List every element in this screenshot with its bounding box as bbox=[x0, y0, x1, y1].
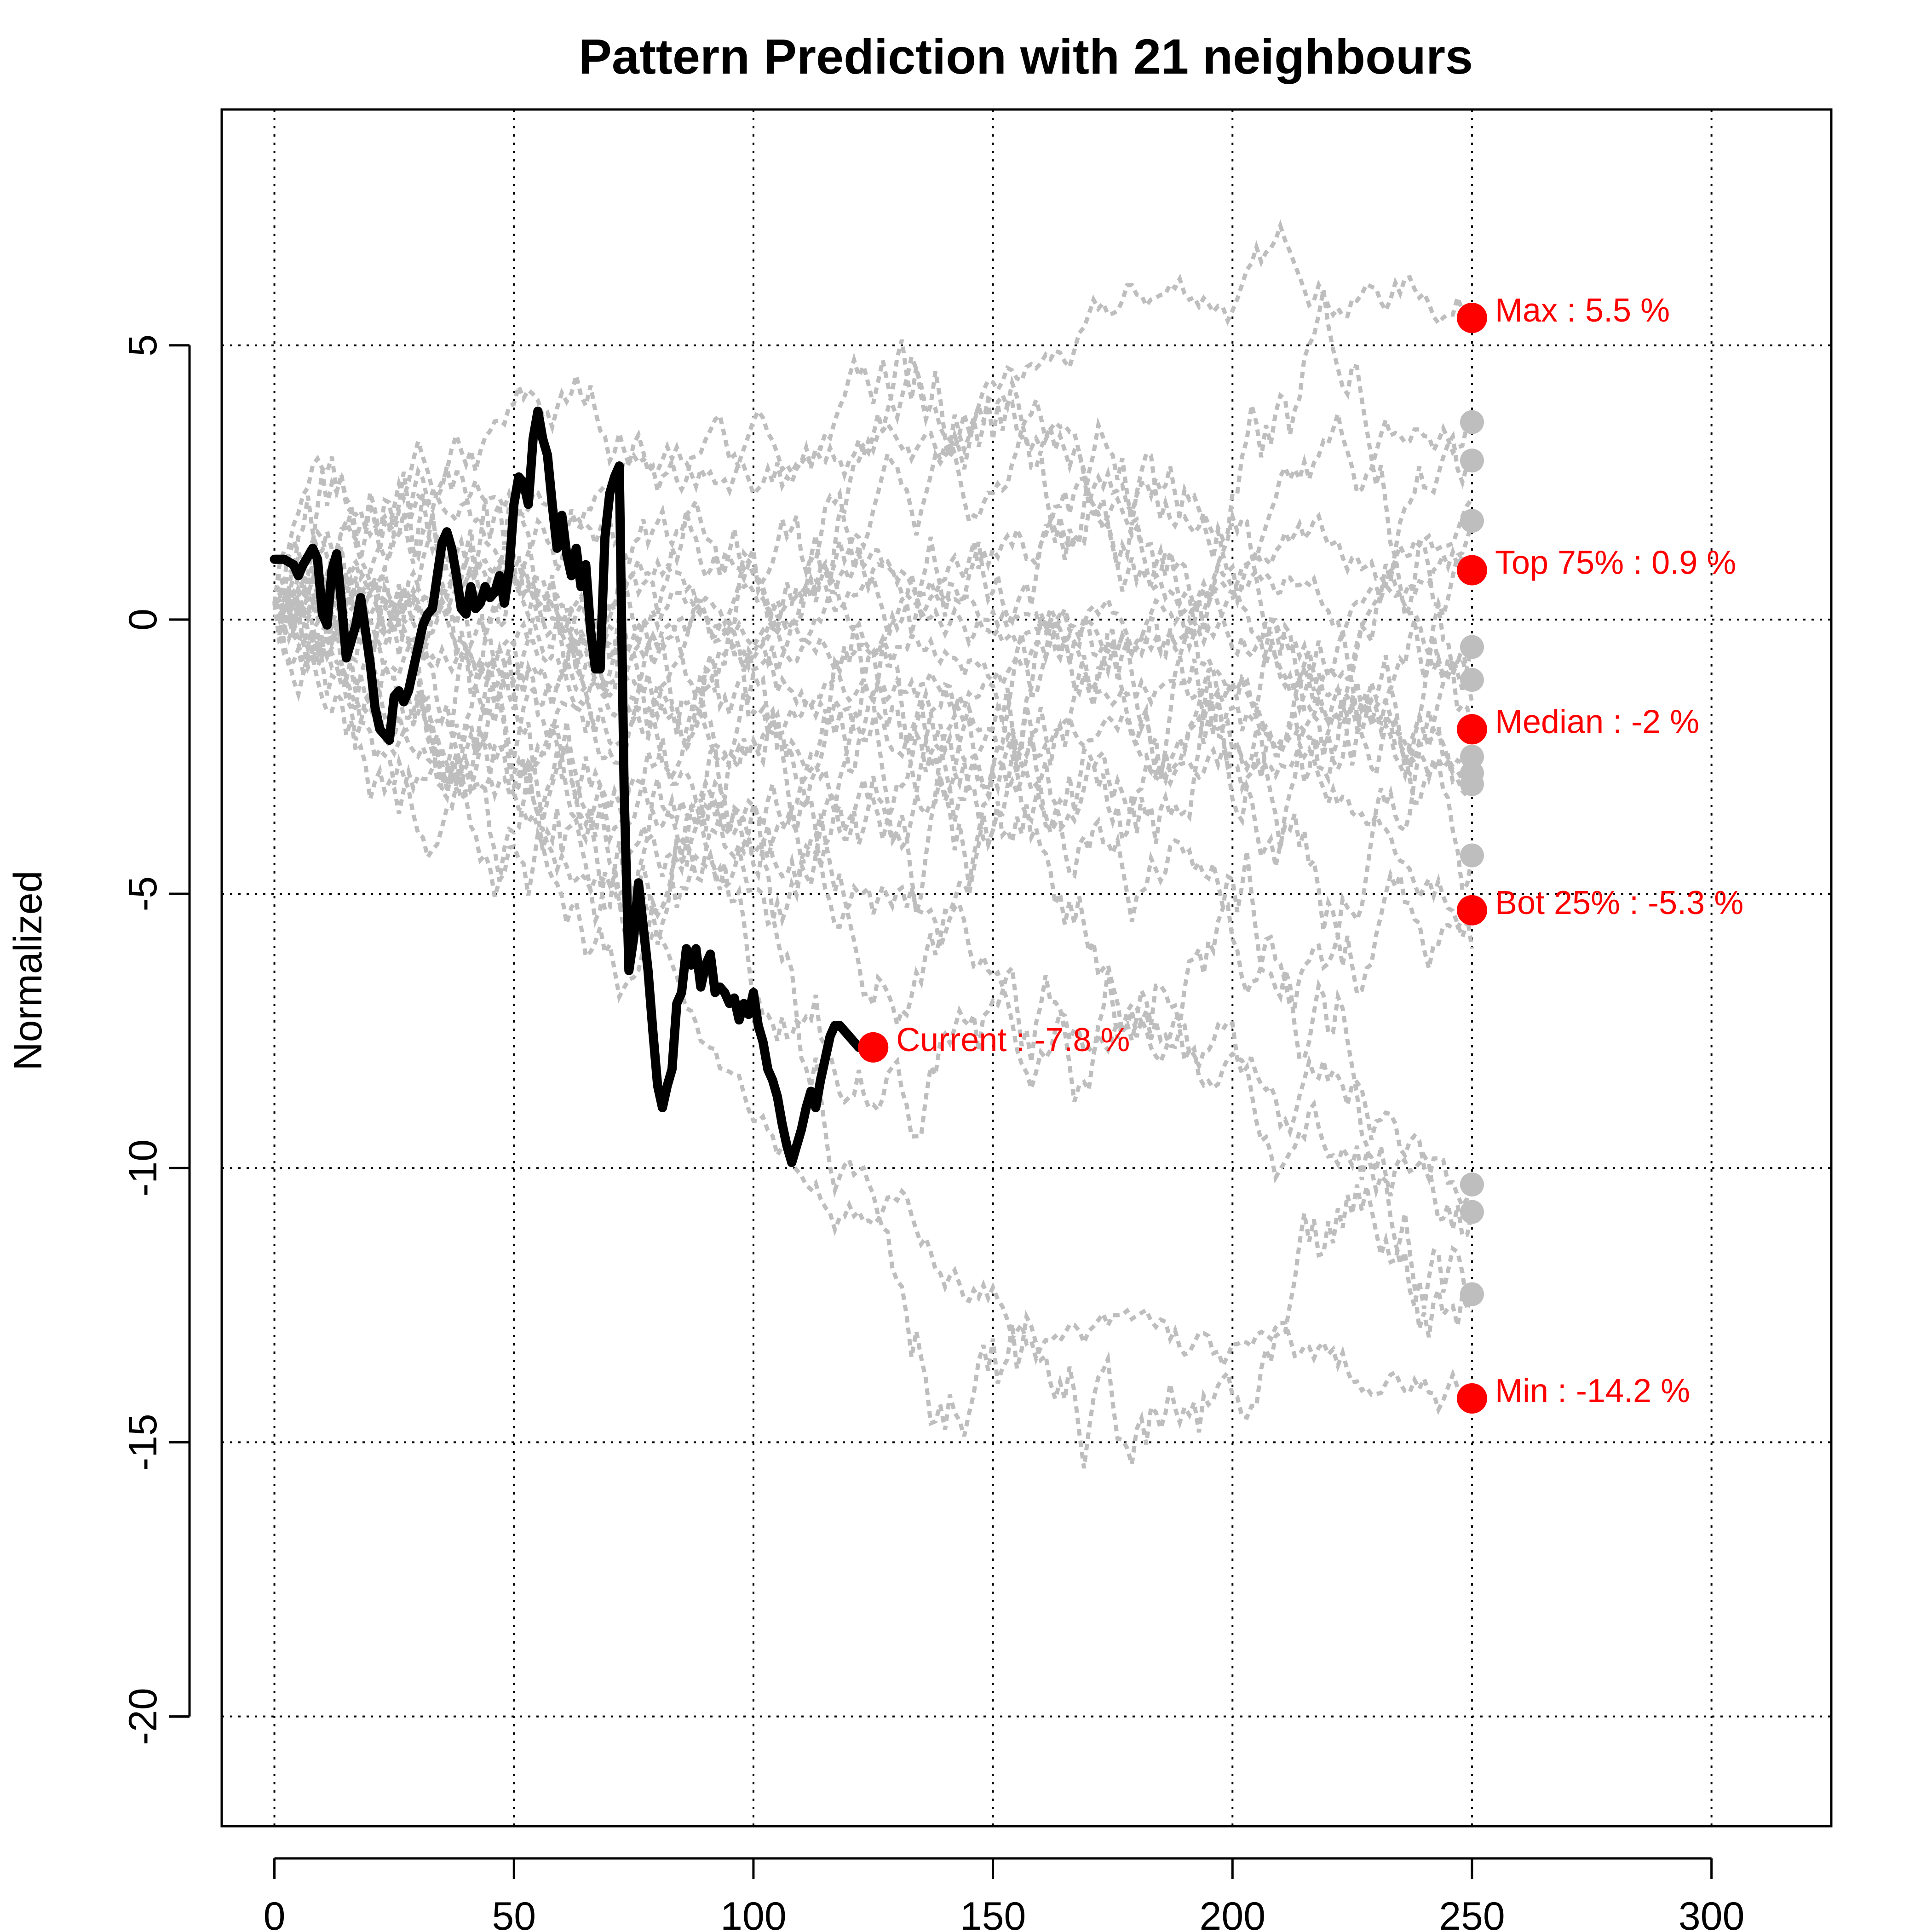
neighbour-series-line bbox=[273, 375, 1474, 730]
highlight-label: Median : -2 % bbox=[1495, 703, 1699, 740]
neighbour-endpoint-point bbox=[1460, 509, 1484, 533]
y-tick-label: -15 bbox=[121, 1414, 165, 1471]
plot-frame bbox=[220, 108, 1833, 1828]
neighbour-series-line bbox=[273, 552, 1474, 1003]
highlight-point bbox=[1456, 303, 1487, 334]
highlight-label: Min : -14.2 % bbox=[1495, 1373, 1690, 1409]
highlight-label: Bot 25% : -5.3 % bbox=[1495, 885, 1743, 921]
neighbour-endpoint-point bbox=[1460, 448, 1484, 473]
neighbour-endpoint-point bbox=[1460, 744, 1484, 769]
y-axis-label: Normalized bbox=[6, 871, 50, 1071]
x-tick-label: 50 bbox=[492, 1894, 536, 1932]
chart-title: Pattern Prediction with 21 neighbours bbox=[579, 29, 1473, 84]
x-tick-label: 150 bbox=[960, 1894, 1026, 1932]
neighbour-endpoint-point bbox=[1460, 1200, 1484, 1224]
current-series-group bbox=[270, 406, 868, 1167]
highlight-points-group: Max : 5.5 % Top 75% : 0.9 % Median : -2 % B… bbox=[858, 292, 1743, 1414]
x-tick-label: 200 bbox=[1200, 1894, 1266, 1932]
highlight-point bbox=[1456, 895, 1487, 926]
neighbour-endpoint-point bbox=[1460, 635, 1484, 659]
x-tick-label: 100 bbox=[720, 1894, 787, 1932]
highlight-point bbox=[858, 1032, 889, 1063]
neighbour-series-line bbox=[272, 550, 1474, 1210]
neighbour-series-line bbox=[272, 470, 1474, 914]
neighbour-series-line bbox=[272, 219, 1474, 626]
highlight-point bbox=[1456, 555, 1487, 586]
neighbour-series-line bbox=[272, 546, 1474, 838]
neighbour-endpoint-point bbox=[1460, 1172, 1484, 1196]
y-tick-label: 0 bbox=[121, 609, 165, 631]
neighbour-endpoint-point bbox=[1460, 772, 1484, 796]
neighbour-endpoint-point bbox=[1460, 843, 1484, 868]
y-tick-label: -20 bbox=[121, 1688, 165, 1745]
neighbour-series-line bbox=[273, 454, 1473, 1313]
x-tick-label: 250 bbox=[1439, 1894, 1505, 1932]
neighbour-series-line bbox=[272, 492, 1474, 937]
neighbour-series-line bbox=[272, 591, 1474, 1009]
highlight-label: Top 75% : 0.9 % bbox=[1495, 545, 1736, 581]
y-tick-label: 5 bbox=[121, 334, 165, 356]
neighbour-series-line bbox=[272, 431, 1473, 862]
highlight-point bbox=[1456, 1383, 1487, 1414]
neighbour-endpoint-point bbox=[1460, 668, 1484, 692]
neighbour-series-line bbox=[272, 289, 1474, 761]
neighbour-series-group bbox=[272, 219, 1474, 1469]
neighbour-series-line bbox=[273, 566, 1474, 1239]
y-tick-label: -5 bbox=[121, 876, 165, 911]
highlight-label: Max : 5.5 % bbox=[1495, 292, 1670, 329]
neighbour-endpoint-point bbox=[1460, 410, 1484, 434]
neighbour-series-line bbox=[272, 350, 1473, 702]
neighbour-series-line bbox=[273, 556, 1474, 943]
highlight-point bbox=[1456, 714, 1487, 745]
y-tick-label: -10 bbox=[121, 1139, 165, 1196]
neighbour-endpoint-point bbox=[1460, 1282, 1484, 1306]
highlight-label: Current : -7.8 % bbox=[896, 1022, 1130, 1058]
neighbour-series-line bbox=[272, 497, 1474, 691]
grid-lines bbox=[222, 109, 1831, 1826]
x-tick-label: 0 bbox=[264, 1894, 286, 1932]
current-series-line bbox=[270, 406, 868, 1167]
neighbour-series-line bbox=[273, 595, 1472, 1415]
x-tick-label: 300 bbox=[1679, 1894, 1745, 1932]
